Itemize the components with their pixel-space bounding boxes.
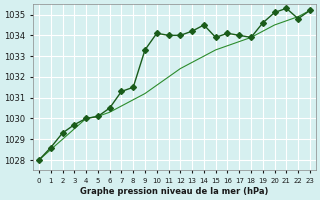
X-axis label: Graphe pression niveau de la mer (hPa): Graphe pression niveau de la mer (hPa) — [80, 187, 268, 196]
